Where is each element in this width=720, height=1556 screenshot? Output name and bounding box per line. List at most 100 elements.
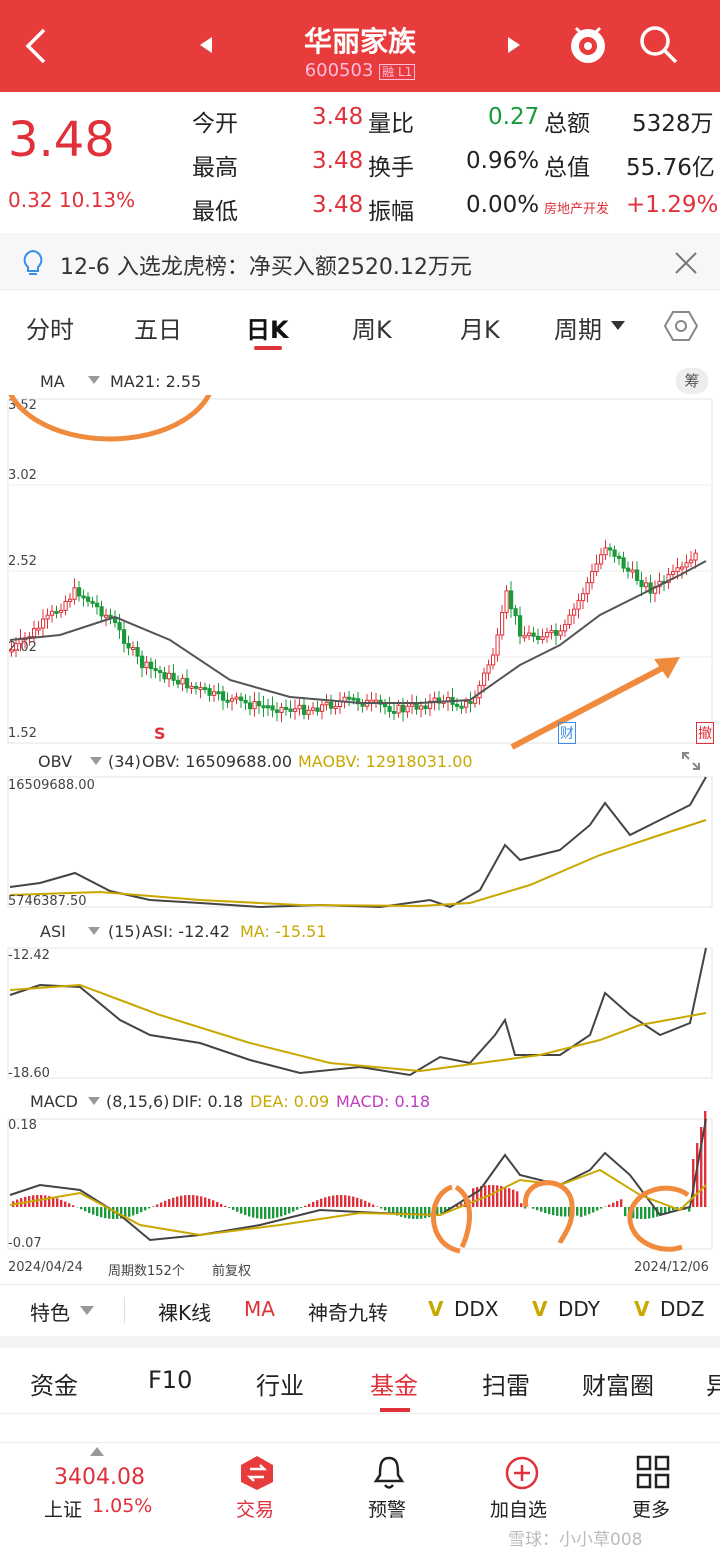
asi-params: (15) xyxy=(108,922,141,941)
macd-bar xyxy=(480,1186,483,1207)
candle xyxy=(347,696,352,700)
asi-label[interactable]: ASI xyxy=(40,922,66,941)
macd-bar xyxy=(476,1187,479,1207)
sell-marker[interactable]: S xyxy=(154,724,166,743)
tab-intraday[interactable]: 分时 xyxy=(26,316,74,344)
candle xyxy=(63,600,68,611)
dif-value: DIF: 0.18 xyxy=(172,1092,244,1111)
macd-label[interactable]: MACD xyxy=(30,1092,78,1111)
macd-bar xyxy=(372,1204,375,1207)
macd-bar xyxy=(240,1207,243,1214)
tab-daily-k[interactable]: 日K xyxy=(246,316,289,344)
back-icon[interactable] xyxy=(22,26,50,66)
macd-dropdown-icon[interactable] xyxy=(88,1097,100,1106)
macd-bar xyxy=(328,1196,331,1207)
news-banner[interactable]: 12-6 入选龙虎榜：净买入额2520.12万元 xyxy=(0,234,720,290)
tab-funds[interactable]: 资金 xyxy=(30,1372,78,1400)
candle xyxy=(545,631,550,638)
trade-icon[interactable] xyxy=(240,1455,274,1491)
candle xyxy=(329,701,334,709)
prev-stock-icon[interactable] xyxy=(198,36,214,54)
macd-bar xyxy=(496,1185,499,1207)
candle xyxy=(621,557,626,569)
tab-industry[interactable]: 行业 xyxy=(256,1372,304,1400)
active-tab-indicator xyxy=(254,346,282,350)
settings-icon[interactable] xyxy=(664,310,698,342)
next-stock-icon[interactable] xyxy=(506,36,522,54)
obv-dropdown-icon[interactable] xyxy=(90,757,102,766)
search-icon[interactable] xyxy=(638,24,680,66)
candle xyxy=(626,567,631,572)
trade-label[interactable]: 交易 xyxy=(236,1499,275,1521)
macd-bar xyxy=(264,1207,267,1219)
indicator-featured[interactable]: 特色 xyxy=(30,1301,70,1325)
macd-bar xyxy=(232,1207,235,1210)
macd-bar xyxy=(260,1207,263,1219)
assistant-icon[interactable] xyxy=(566,22,610,68)
tab-fund[interactable]: 基金 xyxy=(370,1372,418,1400)
macd-bar xyxy=(288,1207,291,1214)
macd-bar xyxy=(592,1207,595,1213)
indicator-ma[interactable]: MA xyxy=(244,1297,275,1321)
adjust-mode[interactable]: 前复权 xyxy=(212,1264,252,1279)
ma-label[interactable]: MA xyxy=(40,372,65,391)
candle xyxy=(693,552,698,561)
tab-five-day[interactable]: 五日 xyxy=(134,316,182,344)
industry-link[interactable]: 房地产开发 xyxy=(544,202,610,217)
finance-marker[interactable]: 财 xyxy=(558,722,576,744)
alert-label[interactable]: 预警 xyxy=(368,1499,407,1521)
indicator-ddz[interactable]: DDZ xyxy=(660,1297,705,1321)
macd-bar xyxy=(624,1207,627,1217)
macd-bar xyxy=(360,1199,363,1207)
kline-chart[interactable] xyxy=(0,395,720,1285)
chevron-down-icon[interactable] xyxy=(80,1306,94,1316)
macd-bar xyxy=(696,1143,699,1207)
quote-panel: 3.48 0.32 10.13% 今开 3.48 量比 0.27 总额 5328… xyxy=(0,92,720,234)
bell-icon[interactable] xyxy=(372,1455,406,1491)
tab-community[interactable]: 财富圈 xyxy=(582,1372,654,1400)
close-icon[interactable] xyxy=(674,251,698,275)
tab-period[interactable]: 周期 xyxy=(554,316,602,344)
indicator-naked-k[interactable]: 裸K线 xyxy=(158,1301,212,1325)
candle xyxy=(482,672,487,686)
ma-dropdown-icon[interactable] xyxy=(88,376,100,385)
macd-bar xyxy=(56,1198,59,1207)
annotation-mark-2 xyxy=(523,1180,575,1245)
macd-bar xyxy=(472,1188,475,1207)
maobv-value: MAOBV: 12918031.00 xyxy=(298,752,473,771)
asi-dropdown-icon[interactable] xyxy=(88,927,100,936)
chip-distribution-button[interactable]: 筹 xyxy=(676,368,708,394)
tab-f10[interactable]: F10 xyxy=(148,1366,193,1394)
candle xyxy=(491,654,496,666)
tab-weekly-k[interactable]: 周K xyxy=(352,316,392,344)
obv-label[interactable]: OBV xyxy=(38,752,73,771)
index-value[interactable]: 3404.08 xyxy=(54,1465,145,1490)
candle xyxy=(405,705,410,713)
add-watchlist-label[interactable]: 加自选 xyxy=(490,1499,548,1521)
more-label[interactable]: 更多 xyxy=(632,1499,671,1521)
indicator-magic-nine[interactable]: 神奇九转 xyxy=(308,1301,388,1325)
macd-bar xyxy=(700,1127,703,1207)
indicator-ddx[interactable]: DDX xyxy=(454,1297,499,1321)
candle xyxy=(221,691,226,701)
obv-bottom-tick: 5746387.50 xyxy=(8,894,87,909)
add-watchlist-icon[interactable] xyxy=(504,1455,540,1491)
tab-more-cut[interactable]: 异 xyxy=(706,1372,720,1400)
macd-bar xyxy=(220,1203,223,1207)
dropdown-icon[interactable] xyxy=(610,320,626,332)
expand-icon[interactable] xyxy=(680,750,702,772)
grid-icon[interactable] xyxy=(636,1455,670,1489)
candle xyxy=(270,705,275,711)
candle xyxy=(387,706,392,712)
macd-bar xyxy=(276,1207,279,1218)
macd-bar xyxy=(172,1197,175,1207)
macd-bar xyxy=(536,1207,539,1211)
candle xyxy=(410,703,415,707)
tab-monthly-k[interactable]: 月K xyxy=(460,316,500,344)
tab-risk[interactable]: 扫雷 xyxy=(482,1372,530,1400)
indicator-ddy[interactable]: DDY xyxy=(558,1297,600,1321)
dragon-tiger-marker[interactable]: 撤 xyxy=(696,722,714,744)
macd-bar xyxy=(44,1195,47,1207)
macd-bar xyxy=(516,1191,519,1207)
macd-bar xyxy=(520,1203,523,1207)
